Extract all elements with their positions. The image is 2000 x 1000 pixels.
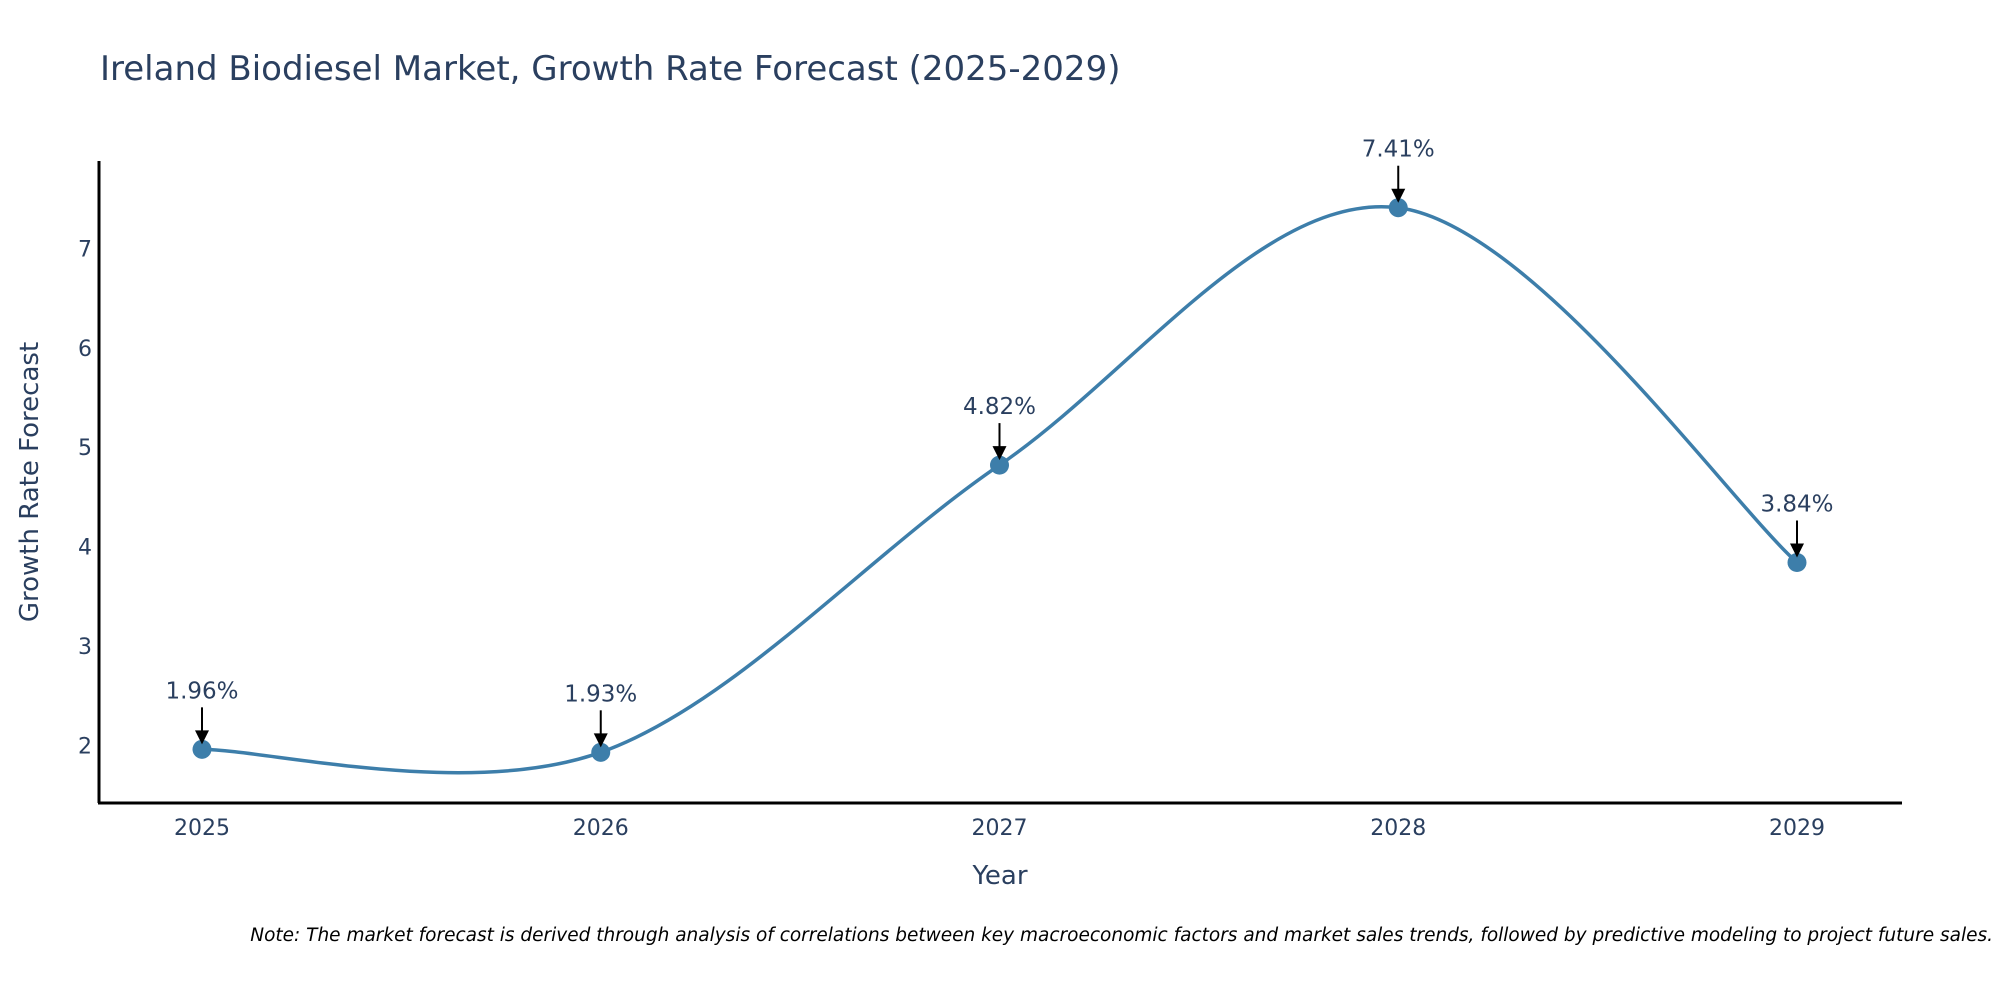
footnote: Note: The market forecast is derived thr… xyxy=(250,925,1993,946)
y-tick-label-6: 6 xyxy=(78,337,92,362)
annotation-arrowhead-2027 xyxy=(992,446,1007,461)
data-point-2027[interactable] xyxy=(990,455,1009,475)
y-tick-label-7: 7 xyxy=(78,237,92,262)
plot-area: 1.96% 1.93%4.82%7.41%3.84% 2025 2026 2027 20… xyxy=(78,137,1902,841)
data-label-2029: 3.84% xyxy=(1760,491,1833,517)
x-axis-title: Year xyxy=(971,861,1027,891)
data-marks: 1.96% 1.93% 4.82% 7.41% 3.84% xyxy=(165,137,1834,762)
y-tick-label-4: 4 xyxy=(78,536,92,561)
y-axis-title: Growth Rate Forecast xyxy=(15,342,45,622)
x-tick-label-2028: 2028 xyxy=(1370,816,1426,841)
x-tick-label-2026: 2026 xyxy=(573,816,629,841)
data-label-2028: 7.41% xyxy=(1362,137,1435,163)
annotation-arrowhead-2028 xyxy=(1391,188,1406,203)
annotation-arrowhead-2025 xyxy=(195,730,209,745)
annotation-arrowhead-2029 xyxy=(1790,543,1804,558)
x-tick-label-2025: 2025 xyxy=(174,816,230,841)
data-point-2029[interactable] xyxy=(1787,552,1807,572)
y-tick-label-3: 3 xyxy=(78,635,92,660)
chart-title: Ireland Biodiesel Market, Growth Rate Fo… xyxy=(100,49,1120,89)
data-label-2027: 4.82% xyxy=(963,394,1036,420)
x-tick-label-2029: 2029 xyxy=(1769,816,1825,841)
data-point-2026[interactable] xyxy=(591,742,611,762)
data-label-2025: 1.96% xyxy=(165,678,238,704)
data-point-2025[interactable] xyxy=(192,739,212,759)
y-tick-label-5: 5 xyxy=(78,436,92,461)
series-line-growth-rate xyxy=(200,204,1799,775)
data-label-2026: 1.93% xyxy=(564,681,637,707)
annotation-arrowhead-2026 xyxy=(593,733,608,748)
axis-ticks: 2025 2026 2027 2028 2029 2 3 4 5 6 7 xyxy=(78,237,1825,841)
y-tick-label-2: 2 xyxy=(78,734,92,759)
x-tick-label-2027: 2027 xyxy=(972,816,1028,841)
data-point-2028[interactable] xyxy=(1388,198,1408,218)
